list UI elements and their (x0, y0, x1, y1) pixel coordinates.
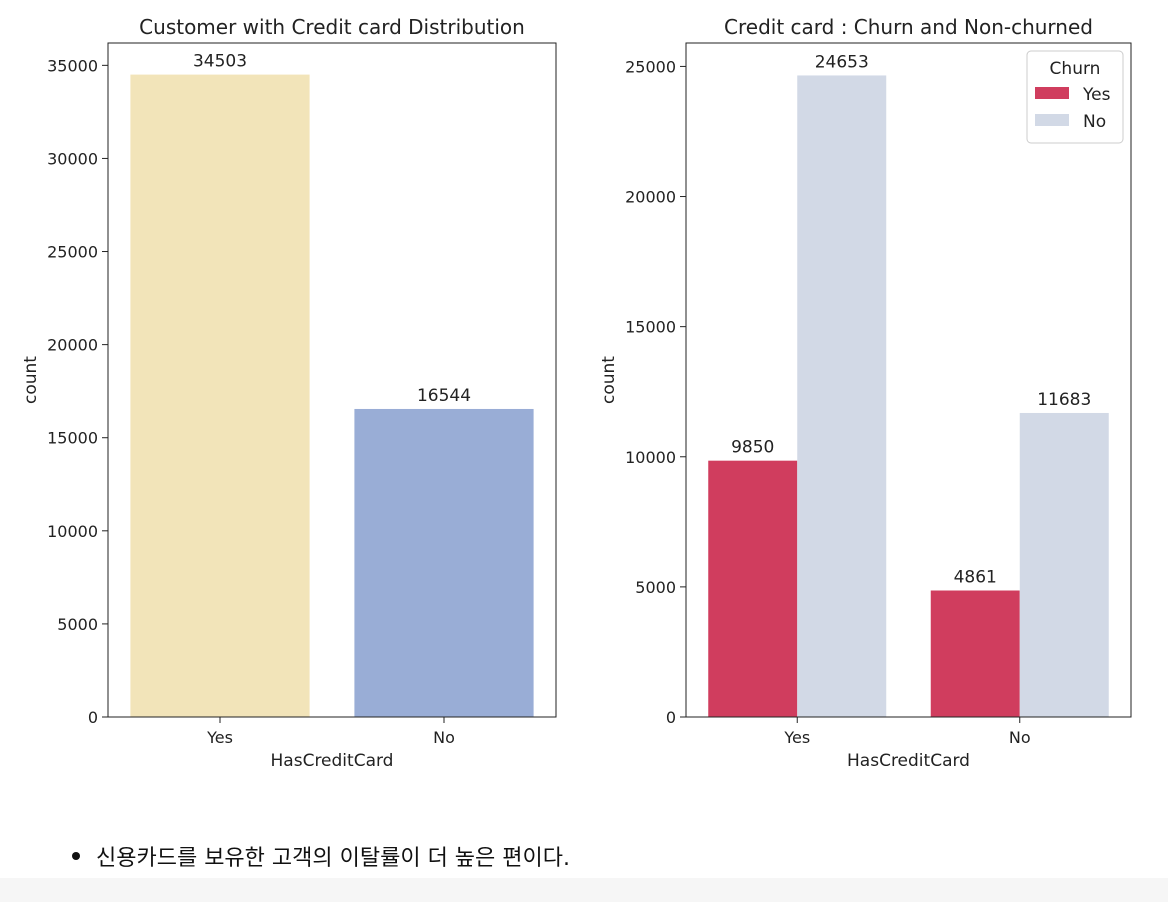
chart2-frame (685, 42, 1132, 718)
chart2-data-label: 24653 (815, 52, 869, 72)
chart1-data-label: 16544 (417, 386, 471, 406)
chart2-ytick-label: 10000 (625, 448, 676, 467)
chart2-legend-label: No (1083, 112, 1106, 132)
chart1-xlabel: HasCreditCard (271, 751, 394, 771)
chart2-ytick-label: 20000 (625, 188, 676, 207)
note-item: 신용카드를 보유한 고객의 이탈률이 더 높은 편이다. (72, 840, 570, 872)
chart1-bar (130, 74, 310, 718)
chart2-ytick-label: 25000 (625, 57, 676, 76)
chart1-ytick-label: 35000 (47, 56, 98, 75)
chart1-ytick-label: 10000 (47, 522, 98, 541)
chart1-title: Customer with Credit card Distribution (139, 15, 525, 39)
chart2-ylabel: count (599, 356, 619, 404)
chart1-ytick-label: 25000 (47, 243, 98, 262)
chart2-xlabel: HasCreditCard (847, 751, 970, 771)
chart1-ylabel: count (21, 356, 41, 404)
chart1-ytick-label: 0 (88, 708, 98, 727)
chart2-data-label: 9850 (731, 438, 774, 458)
chart2-legend-swatch (1035, 87, 1069, 99)
chart1-frame (107, 42, 557, 718)
chart1-ytick-label: 15000 (47, 429, 98, 448)
chart2-ytick-label: 0 (666, 708, 676, 727)
chart1-ytick-label: 30000 (47, 149, 98, 168)
notes-list: 신용카드를 보유한 고객의 이탈률이 더 높은 편이다. (72, 840, 570, 872)
chart2-bar (1019, 412, 1109, 717)
chart2-xtick-label: No (1009, 728, 1031, 747)
chart2-legend-label: Yes (1082, 85, 1111, 105)
chart1-ytick-label: 20000 (47, 336, 98, 355)
figure: Customer with Credit card Distribution 0 5… (21, 15, 1132, 771)
chart2-ytick-label: 5000 (635, 578, 676, 597)
chart2-bar (708, 460, 798, 717)
footer-strip (0, 878, 1168, 902)
chart1-xtick-label: Yes (206, 728, 233, 747)
chart2-bar (797, 75, 887, 718)
chart2-bar (930, 590, 1020, 717)
chart2-xtick-label: Yes (783, 728, 810, 747)
chart2-data-label: 11683 (1037, 390, 1091, 410)
chart1-bar (354, 408, 534, 717)
chart2-data-label: 4861 (954, 568, 997, 588)
chart2-title: Credit card : Churn and Non-churned (724, 15, 1093, 39)
bullet-icon (72, 852, 80, 860)
chart1-data-label: 34503 (193, 52, 247, 72)
chart2-legend-title: Churn (1050, 59, 1101, 79)
chart2-legend-swatch (1035, 114, 1069, 126)
note-text: 신용카드를 보유한 고객의 이탈률이 더 높은 편이다. (96, 846, 570, 871)
chart2-ytick-label: 15000 (625, 318, 676, 337)
chart1-ytick-label: 5000 (57, 615, 98, 634)
chart1-xtick-label: No (433, 728, 455, 747)
